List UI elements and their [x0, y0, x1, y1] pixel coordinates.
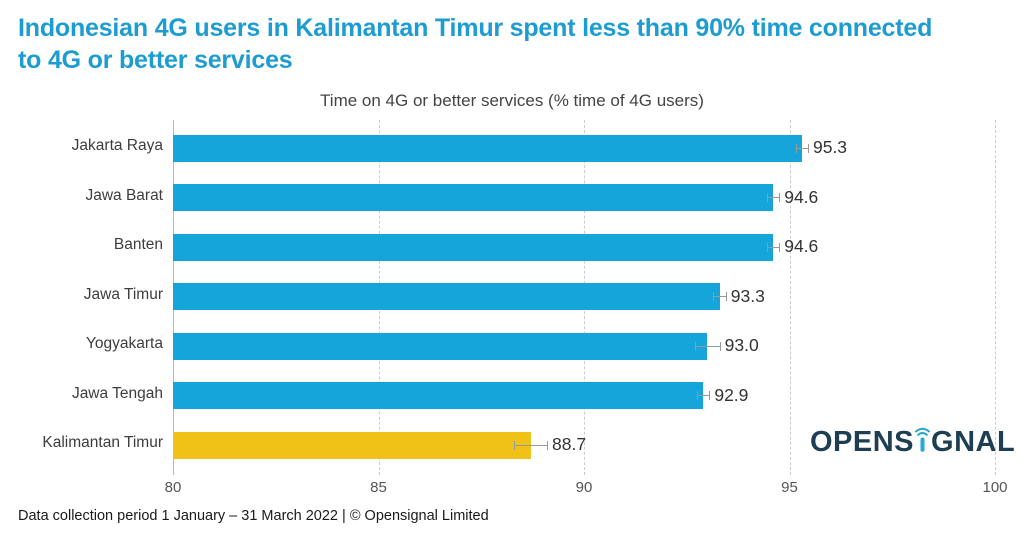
bar-jakarta-raya: [173, 134, 802, 162]
error-bar-cap-left: [697, 391, 699, 400]
bar-jawa-tengah: [173, 382, 704, 409]
gridline-95: [789, 120, 791, 475]
category-label: Jawa Barat: [85, 186, 163, 204]
category-label: Kalimantan Timur: [42, 434, 163, 451]
value-label: 93.3: [730, 285, 765, 306]
value-label: 94.6: [784, 186, 819, 207]
value-label: 93.0: [724, 335, 759, 355]
bar-banten: [173, 233, 774, 261]
axis-tick-label: 95: [781, 479, 798, 496]
error-bar-cap-right: [779, 193, 781, 202]
category-label: Jawa Tengah: [71, 384, 163, 402]
category-label: Banten: [113, 236, 163, 253]
error-bar-line: [694, 345, 720, 347]
error-bar-cap-left: [713, 292, 715, 301]
axis-tick-label: 90: [575, 479, 593, 496]
error-bar-cap-right: [725, 292, 727, 301]
gridline-100: [995, 120, 996, 475]
error-bar-line: [795, 147, 808, 149]
error-bar-cap-left: [514, 440, 516, 450]
error-bar-cap-left: [766, 193, 768, 202]
logo-text-gnal: GNAL: [931, 426, 1016, 458]
category-label: Jawa Timur: [83, 285, 163, 303]
bar-yogyakarta: [173, 332, 708, 360]
axis-tick-label: 85: [370, 479, 387, 496]
page-title-line1: Indonesian 4G users in Kalimantan Timur …: [18, 14, 933, 42]
error-bar-cap-left: [766, 242, 768, 252]
error-bar-cap-left: [795, 143, 797, 153]
error-bar-line: [697, 395, 710, 396]
value-label: 94.6: [784, 236, 819, 256]
error-bar-line: [713, 296, 726, 297]
error-bar-cap-right: [709, 391, 711, 400]
signal-antenna-icon: [915, 427, 931, 452]
bar-jawa-barat: [173, 184, 774, 211]
error-bar-line: [766, 197, 780, 198]
logo-text-opens: OPENS: [810, 426, 915, 458]
category-label: Yogyakarta: [86, 335, 163, 352]
page-title: Indonesian 4G users in Kalimantan Timur …: [18, 12, 1013, 76]
bar-jawa-timur: [173, 283, 720, 310]
category-label: Jakarta Raya: [71, 137, 163, 154]
error-bar-line: [514, 444, 547, 446]
error-bar-cap-right: [779, 242, 781, 252]
footer-caption: Data collection period 1 January – 31 Ma…: [18, 508, 489, 524]
value-label: 95.3: [812, 137, 848, 157]
error-bar-cap-right: [807, 143, 809, 153]
page-title-line2: to 4G or better services: [18, 46, 293, 74]
error-bar-line: [766, 246, 780, 248]
axis-tick-label: 80: [164, 479, 182, 496]
axis-tick-label: 100: [982, 479, 1008, 496]
error-bar-cap-right: [547, 440, 548, 450]
value-label: 92.9: [714, 384, 749, 405]
value-label: 88.7: [552, 434, 587, 454]
error-bar-cap-left: [694, 341, 696, 351]
opensignal-logo: OPENS GNAL: [810, 420, 1015, 459]
chart-title: Time on 4G or better services (% time of…: [320, 91, 704, 110]
bar-kalimantan-timur: [173, 431, 531, 459]
error-bar-cap-right: [719, 341, 721, 351]
